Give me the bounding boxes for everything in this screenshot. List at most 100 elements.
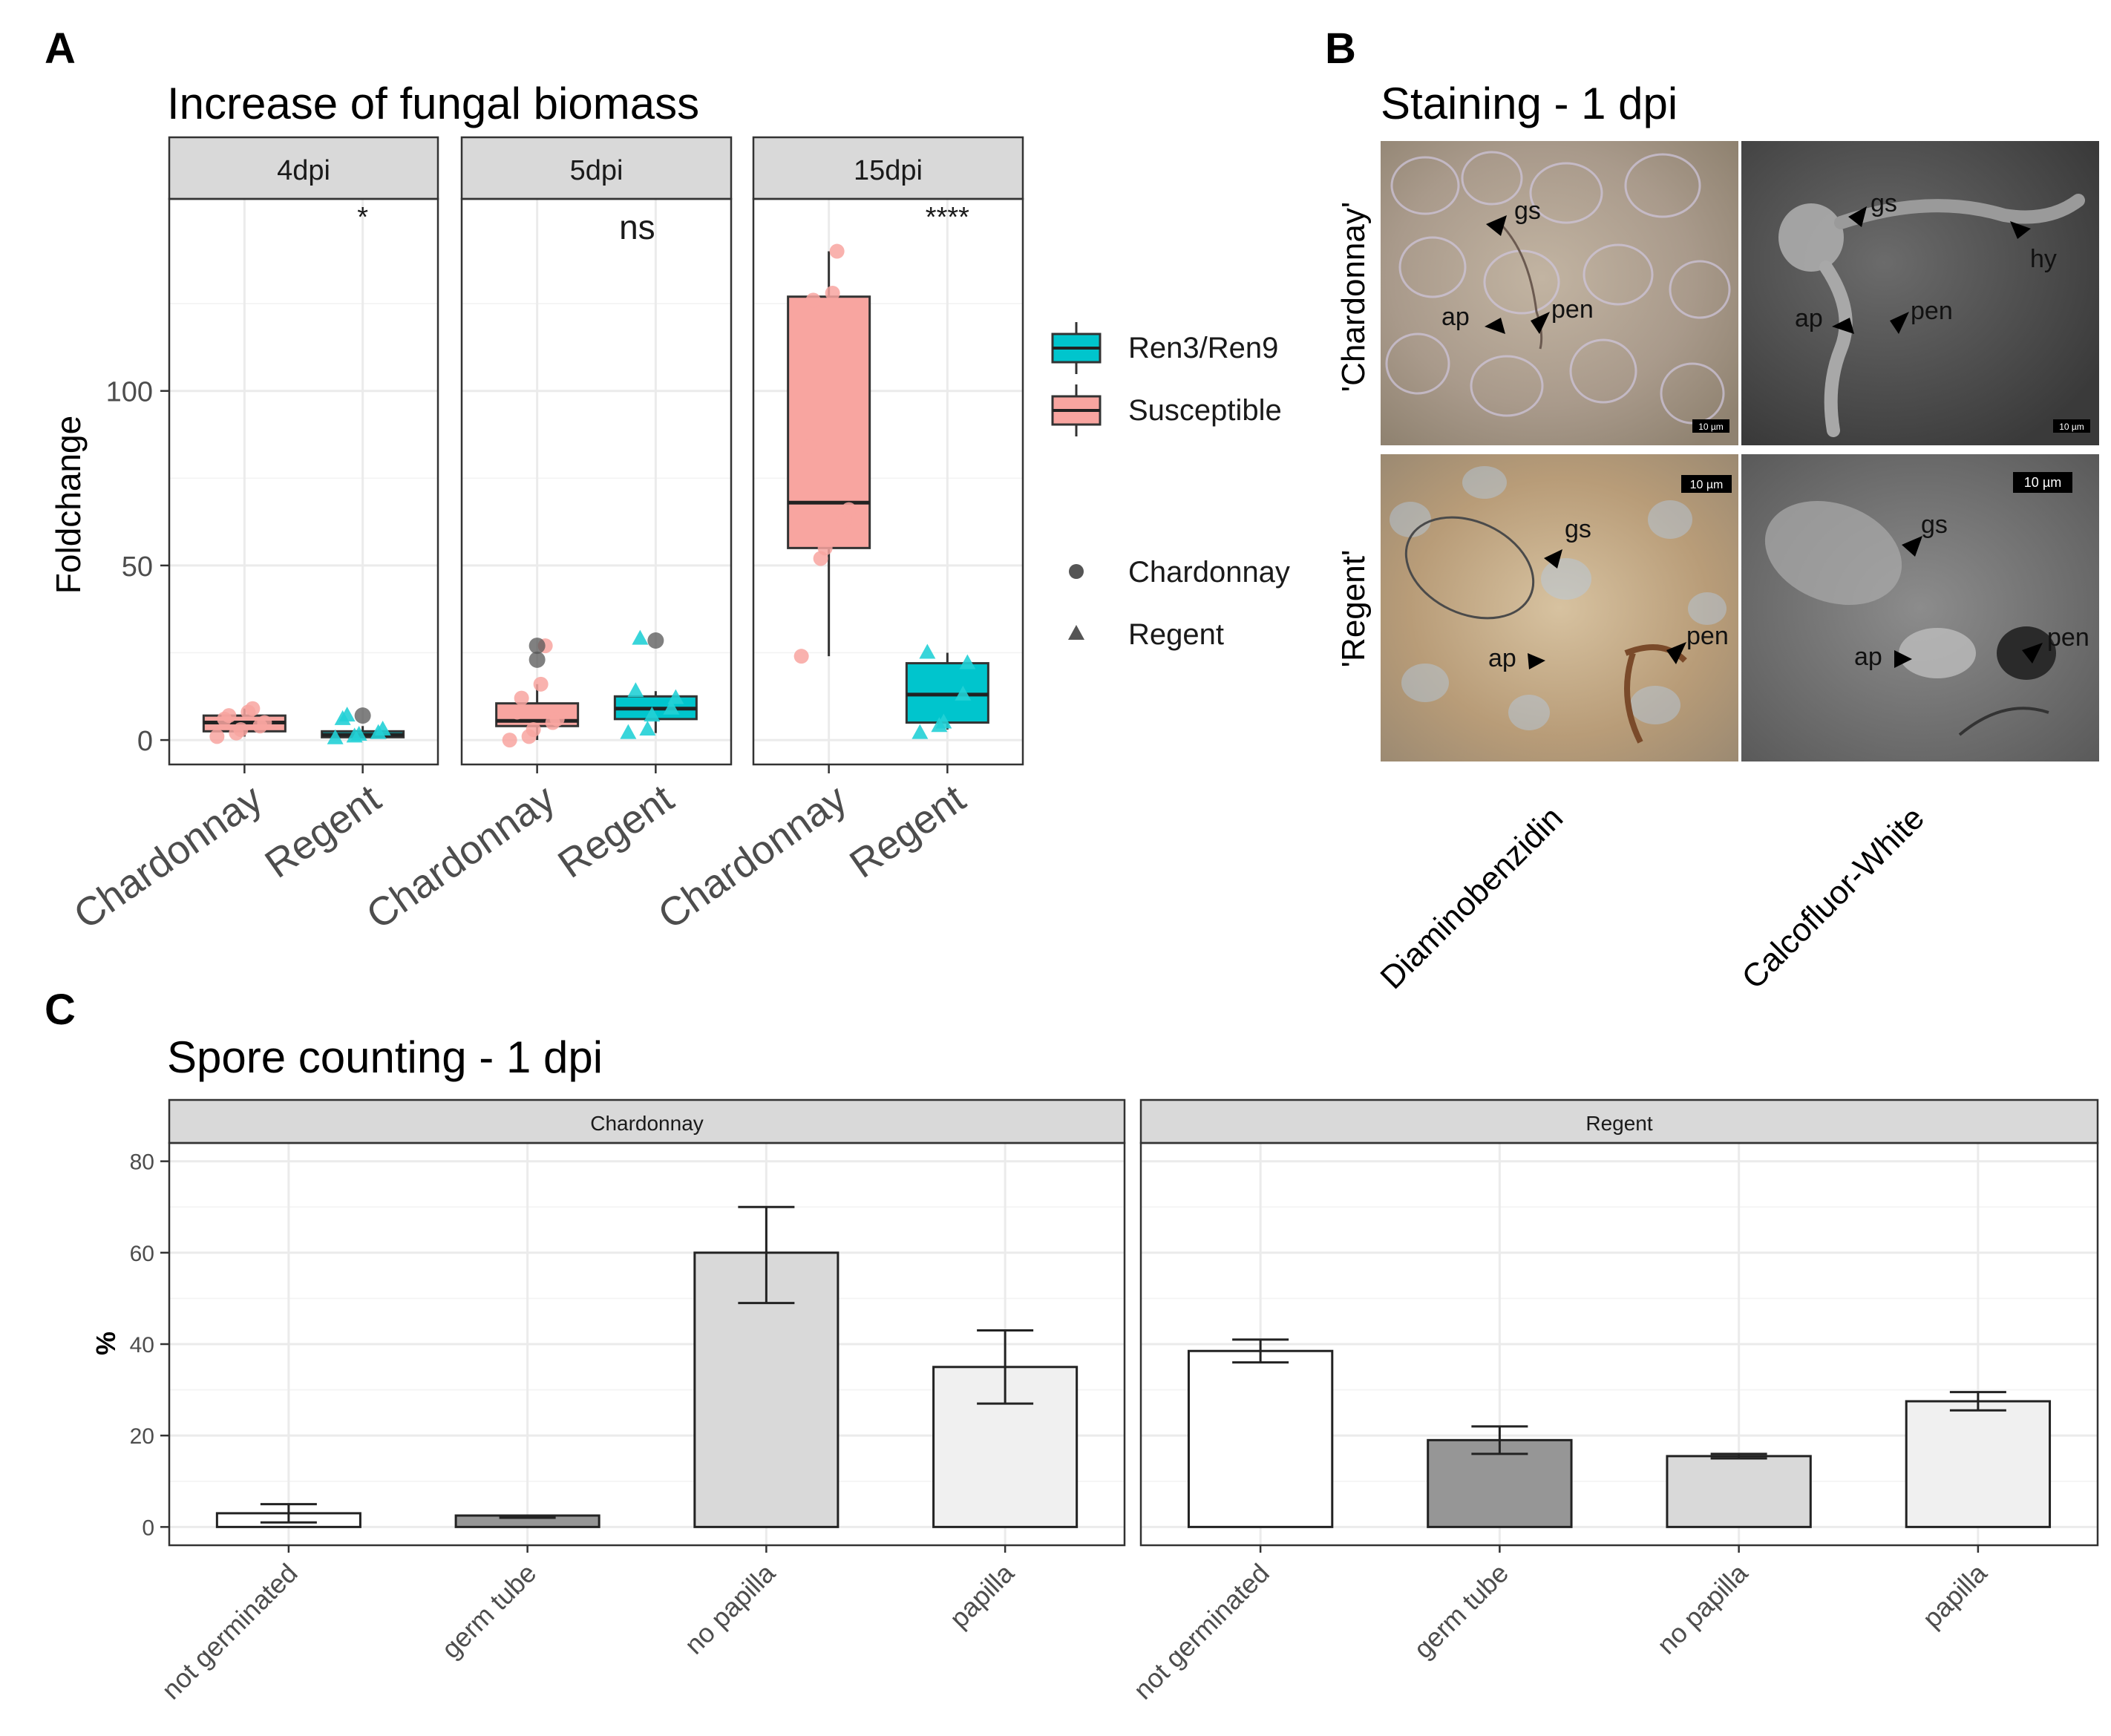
legend-fill-susceptible: Susceptible	[1051, 384, 1282, 436]
facet-strip-label: Chardonnay	[590, 1112, 704, 1135]
box-regent	[613, 629, 698, 739]
x-tick-label: Chardonnay	[650, 776, 854, 938]
arrow-ap	[1894, 650, 1912, 668]
data-point	[825, 286, 840, 301]
x-tick-label: papilla	[943, 1557, 1020, 1634]
legend-key-circle	[1069, 564, 1084, 579]
hypha	[1834, 194, 2085, 229]
column-label-calcofluor: Calcofluor-White	[1735, 799, 1931, 996]
penetration-stain	[1624, 644, 1687, 744]
outlier-point	[647, 632, 664, 649]
facet-strip-label: 4dpi	[277, 155, 330, 186]
legend-key-triangle	[1068, 625, 1084, 640]
data-point	[221, 708, 237, 724]
box-regent	[905, 643, 989, 739]
x-tick-label: Regent	[842, 776, 973, 887]
box-iqr	[787, 295, 871, 549]
data-point	[327, 729, 344, 744]
data-point	[663, 699, 680, 715]
arrow-hy	[2010, 221, 2031, 239]
panel-b: B Staining - 1 dpi 'Chardonnay' 'Regent'…	[1325, 24, 2099, 996]
arrow-ap	[1528, 653, 1545, 669]
micrograph-chardonnay-cfw: gs hy ap pen 10 µm	[1741, 141, 2099, 445]
label-hy: hy	[2030, 245, 2057, 273]
label-gs: gs	[1921, 511, 1948, 539]
x-tick-label: no papilla	[678, 1557, 782, 1660]
facet-strip-label: Regent	[1585, 1112, 1653, 1135]
arrow-pen	[1531, 312, 1550, 334]
panel-c: C Spore counting - 1 dpi % Chardonnay not…	[45, 986, 2099, 1705]
bar-not-germinated	[1187, 1349, 1334, 1528]
legend-label-susceptible: Susceptible	[1128, 394, 1282, 427]
facet-strip-label: 15dpi	[854, 155, 923, 186]
hypha-trace	[1958, 707, 2049, 736]
spore-outline	[1498, 221, 1543, 350]
x-tick-label: Chardonnay	[66, 776, 270, 938]
appressorium-tube	[1819, 261, 1853, 437]
data-point	[935, 713, 952, 729]
facet-frame	[752, 197, 1024, 766]
arrow-gs	[1848, 206, 1867, 227]
label-pen: pen	[1551, 295, 1594, 324]
panel-a: A Increase of fungal biomass Foldchange …	[45, 24, 1290, 938]
legend-label-chardonnay: Chardonnay	[1128, 556, 1290, 589]
micrograph-regent-cfw: gs ap pen 10 µm	[1741, 454, 2099, 761]
data-point	[549, 711, 565, 727]
data-point	[644, 707, 661, 722]
micrograph-background	[1381, 454, 1738, 761]
outlier-point	[528, 651, 546, 668]
label-gs: gs	[1514, 197, 1541, 225]
facet-strip-label: 5dpi	[570, 155, 624, 186]
data-point	[245, 701, 261, 716]
row-label-chardonnay: 'Chardonnay'	[1335, 202, 1372, 393]
outlier-point	[354, 707, 371, 724]
y-tick-label: 80	[130, 1150, 154, 1175]
outlier-point	[528, 638, 546, 655]
legend-shape-chardonnay: Chardonnay	[1069, 556, 1290, 589]
x-tick-label: Regent	[257, 776, 388, 887]
bar-papilla	[1905, 1400, 2052, 1528]
data-point	[805, 292, 821, 308]
spore-body	[1764, 500, 1902, 606]
y-tick-label: 50	[122, 551, 153, 583]
box-chardonnay	[787, 243, 871, 664]
column-label-diaminobenzidin: Diaminobenzidin	[1373, 799, 1570, 996]
significance-label: *	[357, 202, 368, 233]
data-point	[526, 721, 541, 737]
x-tick-label: germ tube	[436, 1558, 543, 1665]
data-point	[841, 502, 857, 517]
data-point	[801, 439, 816, 454]
scale-label: 10 µm	[2059, 422, 2084, 432]
facet-frame	[168, 197, 439, 766]
panel-a-ylabel: Foldchange	[49, 416, 88, 594]
data-point	[632, 629, 649, 645]
box-chardonnay	[202, 701, 287, 744]
x-tick-label: Regent	[550, 776, 681, 887]
y-tick-label: 20	[130, 1424, 154, 1449]
data-point	[533, 676, 549, 692]
box-chardonnay	[495, 638, 580, 748]
label-ap: ap	[1488, 644, 1516, 672]
data-point	[502, 733, 517, 748]
label-pen: pen	[1911, 297, 1953, 325]
data-point	[509, 704, 525, 720]
label-gs: gs	[1871, 189, 1897, 217]
panel-letter-a: A	[45, 24, 76, 73]
y-tick-label: 100	[106, 377, 153, 408]
data-point	[209, 729, 225, 744]
y-tick-label: 40	[130, 1333, 154, 1357]
panel-b-title: Staining - 1 dpi	[1381, 79, 1678, 128]
arrow-gs	[1902, 536, 1922, 557]
label-gs: gs	[1565, 515, 1591, 543]
panel-a-plot: 4dpi*ChardonnayRegent5dpinsChardonnayReg…	[66, 136, 1024, 938]
panel-a-legend: Ren3/Ren9 Susceptible Chardonnay Regent	[1051, 322, 1290, 651]
arrow-gs	[1486, 215, 1507, 236]
data-point	[793, 649, 809, 664]
y-tick-label: 0	[142, 1516, 154, 1540]
panel-c-plot: Chardonnay not germinated germ tube no papi…	[130, 1098, 2099, 1705]
data-point	[350, 726, 367, 741]
micrograph-background	[1741, 141, 2099, 445]
label-pen: pen	[1686, 622, 1729, 650]
facet-frame	[460, 197, 733, 766]
